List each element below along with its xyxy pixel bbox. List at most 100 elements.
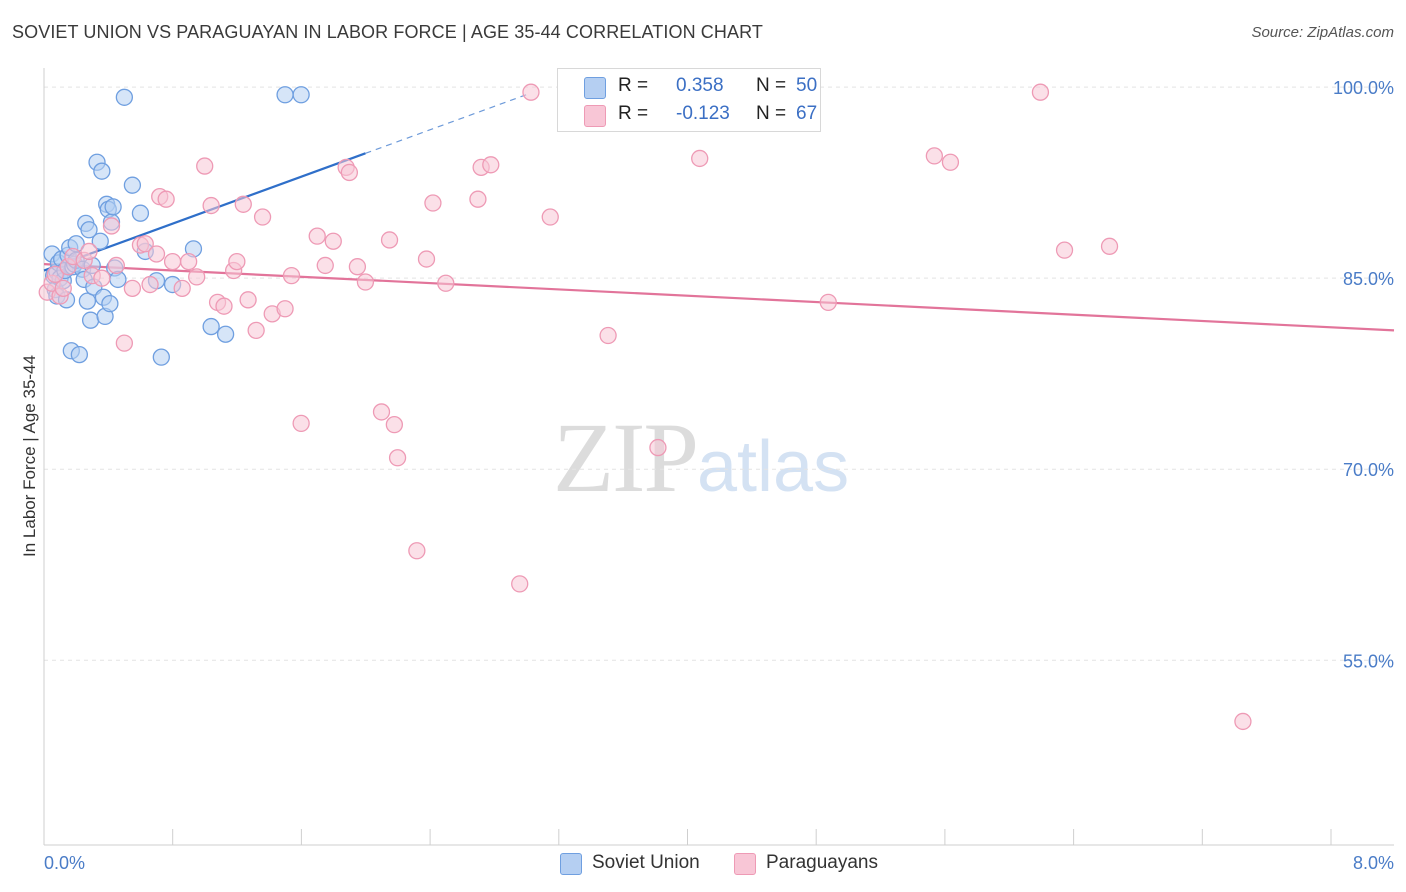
paraguayans-point	[179, 252, 198, 271]
chart-source: Source: ZipAtlas.com	[1251, 24, 1394, 41]
soviet-union-point	[81, 311, 100, 329]
soviet-union-point	[80, 221, 98, 239]
paraguayans-point	[482, 156, 500, 174]
paraguayans-point	[1055, 241, 1074, 259]
paraguayans-point	[196, 157, 214, 175]
legend-r-value: -0.123	[676, 103, 730, 124]
y-tick-label: 70.0%	[1343, 460, 1394, 480]
paraguayans-point	[469, 190, 487, 208]
grid-lines	[44, 86, 1394, 661]
paraguayans-point	[356, 273, 375, 291]
soviet-union-trend-extension	[365, 94, 527, 154]
paraguayans-point	[215, 297, 233, 315]
paraguayans-point	[93, 269, 111, 287]
soviet-union-point	[216, 325, 235, 343]
paraguayans-point	[276, 300, 294, 318]
y-tick-label: 100.0%	[1333, 78, 1394, 98]
paraguayans-point	[141, 275, 159, 294]
paraguayans-point	[136, 235, 154, 253]
paraguayans-point	[163, 252, 182, 271]
paraguayans-point	[147, 245, 166, 263]
paraguayans-point	[282, 266, 301, 285]
soviet-union-point	[70, 345, 89, 364]
paraguayans-point	[1031, 83, 1050, 101]
paraguayans-point	[308, 227, 326, 245]
x-tick-label: 0.0%	[44, 853, 85, 873]
paraguayans-point	[522, 83, 540, 101]
paraguayans-point	[102, 217, 121, 235]
paraguayans-point	[1234, 712, 1252, 731]
chart-title: SOVIET UNION VS PARAGUAYAN IN LABOR FORC…	[12, 22, 763, 42]
paraguayans-point	[80, 242, 98, 261]
paraguayans-point	[340, 163, 359, 182]
paraguayans-point	[46, 265, 64, 284]
soviet-union-point	[78, 292, 97, 310]
paraguayans-point	[115, 334, 134, 352]
paraguayans-point	[649, 438, 667, 457]
paraguayans-point	[348, 258, 367, 276]
paraguayans-point	[691, 149, 709, 168]
paraguayans-point	[599, 326, 617, 345]
paraguayans-point	[424, 194, 442, 212]
soviet-union-point	[101, 294, 119, 313]
paraguayans-point	[239, 291, 257, 309]
x-tick-label: 8.0%	[1353, 853, 1394, 873]
legend-r-label: R =	[618, 75, 649, 96]
soviet-union-point	[276, 86, 294, 104]
legend-swatch-paraguayans	[584, 105, 606, 127]
paraguayans-point	[925, 147, 944, 165]
legend-swatch-soviet-union	[584, 77, 606, 99]
paraguayans-point	[1100, 237, 1119, 255]
paraguayans-point	[202, 196, 220, 215]
paraguayans-point	[253, 208, 272, 226]
bottom-legend-swatch-soviet-union	[560, 853, 582, 875]
legend-n-value: 50	[796, 75, 818, 96]
paraguayans-point	[372, 403, 391, 421]
soviet-union-point	[202, 317, 220, 336]
paraguayans-point	[541, 208, 559, 226]
bottom-legend-swatch-paraguayans	[734, 853, 756, 875]
paraguayans-trend-line	[43, 263, 1395, 332]
soviet-union-point	[93, 162, 111, 180]
paraguayans-point	[408, 542, 426, 560]
soviet-union-point	[104, 198, 122, 216]
paraguayans-point	[173, 279, 191, 298]
legend-n-value: 67	[796, 103, 818, 124]
axes	[43, 68, 1394, 846]
tick-labels: 100.0% 85.0% 70.0% 55.0% 0.0% 8.0%	[44, 78, 1394, 873]
paraguayans-point	[228, 252, 246, 271]
paraguayans-point	[123, 279, 142, 298]
paraguayans-point	[324, 232, 342, 250]
y-tick-label: 55.0%	[1343, 651, 1394, 671]
paraguayans-point	[437, 274, 455, 292]
paraguayans-point	[316, 256, 334, 275]
paraguayans-point	[511, 575, 529, 593]
paraguayans-point	[247, 321, 265, 340]
data-points	[38, 83, 1252, 731]
paraguayans-point	[385, 416, 404, 434]
paraguayans-point	[388, 449, 407, 467]
soviet-union-point	[115, 88, 134, 106]
paraguayans-point	[380, 231, 399, 249]
soviet-union-point	[292, 86, 310, 104]
paraguayans-point	[417, 250, 436, 268]
bottom-legend-label-paraguayans: Paraguayans	[766, 852, 878, 873]
paraguayans-point	[819, 293, 837, 312]
legend-r-label: R =	[618, 103, 649, 124]
paraguayans-point	[107, 256, 125, 275]
legend-n-label: N =	[756, 75, 787, 96]
paraguayans-point	[292, 414, 310, 433]
paraguayans-point	[188, 268, 206, 286]
paraguayans-point	[234, 195, 252, 213]
soviet-union-point	[131, 204, 150, 222]
paraguayans-point	[157, 190, 175, 208]
legend-r-value: 0.358	[676, 75, 724, 96]
legend-n-label: N =	[756, 103, 787, 124]
bottom-legend-label-soviet-union: Soviet Union	[592, 852, 700, 873]
y-tick-label: 85.0%	[1343, 269, 1394, 289]
paraguayans-point	[941, 153, 960, 171]
soviet-union-point	[152, 348, 170, 366]
soviet-union-point	[91, 232, 109, 250]
soviet-union-point	[123, 176, 142, 194]
